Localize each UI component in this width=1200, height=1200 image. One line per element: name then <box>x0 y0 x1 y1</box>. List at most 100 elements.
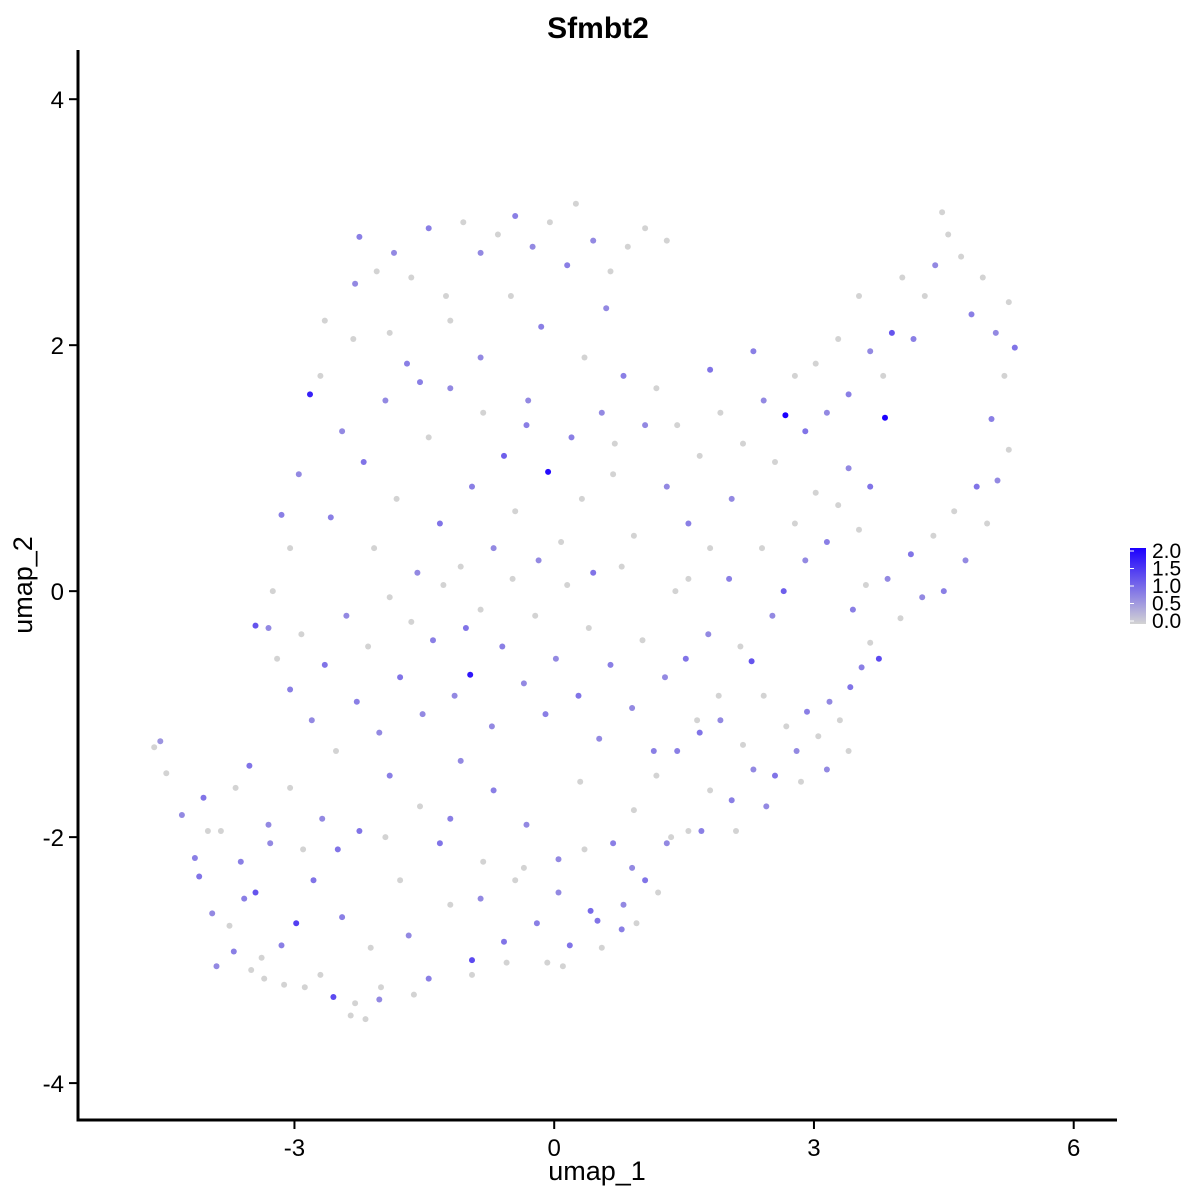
data-point <box>319 815 326 822</box>
data-point <box>410 991 417 998</box>
data-point <box>639 637 646 644</box>
data-point <box>447 901 454 908</box>
data-point <box>733 828 739 834</box>
data-point <box>151 744 158 751</box>
data-point <box>503 959 510 966</box>
data-point <box>447 815 454 822</box>
data-point <box>564 262 571 269</box>
data-point <box>717 409 724 416</box>
data-point <box>587 907 594 914</box>
data-point <box>339 914 346 921</box>
data-point <box>542 711 549 718</box>
data-point <box>321 661 328 668</box>
data-point <box>287 545 294 552</box>
x-tick-label: 3 <box>807 1135 820 1162</box>
data-point <box>728 495 735 502</box>
data-point <box>707 366 714 373</box>
data-point <box>707 545 714 552</box>
data-point <box>252 889 259 896</box>
data-point <box>1011 344 1018 351</box>
data-point <box>545 468 552 475</box>
data-point <box>685 828 692 834</box>
data-point <box>590 237 597 244</box>
data-point <box>490 787 497 794</box>
data-point <box>945 231 952 238</box>
data-point <box>607 661 614 668</box>
data-point <box>988 416 995 422</box>
data-point <box>425 434 432 441</box>
data-point <box>939 209 946 216</box>
data-point <box>740 440 746 447</box>
data-point <box>862 582 869 588</box>
data-point <box>480 858 487 865</box>
y-tick-label: -4 <box>43 1071 64 1098</box>
y-axis-ticks: -4 -2 0 2 4 <box>43 87 78 1098</box>
data-point <box>425 225 432 232</box>
data-point <box>501 452 507 459</box>
data-point <box>951 508 958 515</box>
data-point <box>620 372 627 379</box>
data-point <box>698 828 705 834</box>
data-point <box>674 748 681 754</box>
data-point <box>793 748 800 754</box>
data-point <box>694 717 701 724</box>
data-point <box>469 971 475 978</box>
colorbar-label: 0.5 <box>1152 593 1181 616</box>
data-point <box>269 588 276 595</box>
data-point <box>477 354 484 361</box>
data-point <box>343 612 350 619</box>
data-point <box>564 582 571 588</box>
data-point <box>533 920 540 927</box>
data-point <box>772 772 778 779</box>
data-point <box>610 471 617 478</box>
data-point <box>607 268 614 275</box>
data-point <box>469 483 475 490</box>
data-point <box>958 253 965 260</box>
data-point <box>992 329 999 336</box>
data-point <box>572 200 579 207</box>
data-point <box>760 397 767 404</box>
data-point <box>759 545 765 552</box>
data-point <box>295 471 302 478</box>
data-point <box>532 612 539 619</box>
data-point <box>559 963 566 970</box>
data-point <box>642 422 649 429</box>
data-point <box>581 846 588 853</box>
data-point <box>520 680 527 687</box>
data-point <box>386 329 393 336</box>
data-point <box>523 422 530 429</box>
data-point <box>353 698 360 705</box>
data-point <box>430 637 436 644</box>
data-point <box>769 612 776 619</box>
data-point <box>512 508 519 515</box>
x-tick-label: 0 <box>548 1135 561 1162</box>
data-point <box>494 231 501 238</box>
data-point <box>888 329 895 336</box>
data-point <box>867 348 874 355</box>
data-point <box>618 563 625 570</box>
data-point <box>858 664 865 671</box>
data-point <box>232 784 239 791</box>
data-point <box>512 213 519 219</box>
data-point <box>558 539 565 545</box>
data-point <box>350 336 357 342</box>
data-point <box>281 981 288 988</box>
data-point <box>417 379 423 386</box>
data-point <box>642 877 649 884</box>
data-point <box>196 873 203 880</box>
data-point <box>696 729 703 736</box>
data-point <box>921 293 928 299</box>
x-axis-title: umap_1 <box>548 1156 646 1186</box>
y-axis-title: umap_2 <box>8 536 38 634</box>
data-point <box>157 738 164 745</box>
data-point <box>815 733 822 740</box>
data-point <box>425 975 432 982</box>
data-point <box>791 520 798 527</box>
data-point <box>603 305 610 312</box>
data-point <box>610 840 617 847</box>
data-point <box>653 772 660 779</box>
data-point <box>386 594 393 601</box>
y-tick-label: 2 <box>51 333 64 360</box>
data-point <box>373 268 380 275</box>
